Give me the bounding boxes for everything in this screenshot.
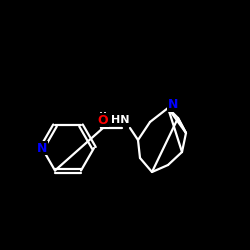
Text: N: N [168,98,178,112]
Text: N: N [37,142,47,154]
Text: O: O [98,114,108,126]
Text: HN: HN [111,115,129,125]
